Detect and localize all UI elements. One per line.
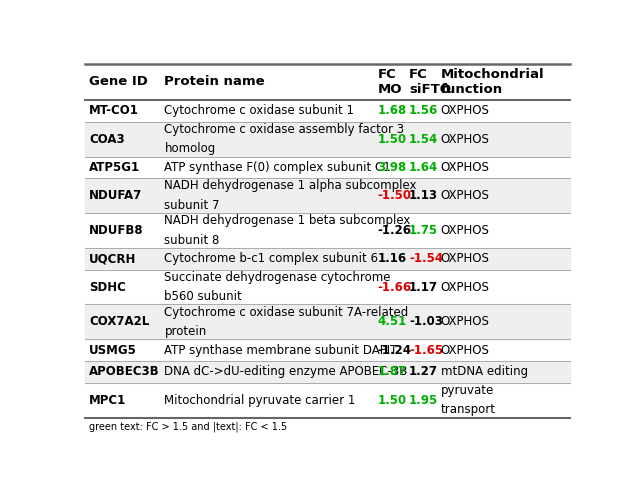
Bar bbox=[85, 361, 570, 383]
Text: 1.68: 1.68 bbox=[378, 104, 407, 117]
Text: OXPHOS: OXPHOS bbox=[441, 189, 490, 202]
Text: homolog: homolog bbox=[165, 142, 216, 156]
Text: -1.03: -1.03 bbox=[409, 315, 443, 328]
Text: DNA dC->dU-editing enzyme APOBEC-3B: DNA dC->dU-editing enzyme APOBEC-3B bbox=[165, 366, 408, 378]
Text: UQCRH: UQCRH bbox=[89, 252, 137, 265]
Text: 1.64: 1.64 bbox=[409, 161, 438, 174]
Text: OXPHOS: OXPHOS bbox=[441, 161, 490, 174]
Text: FC
siFTO: FC siFTO bbox=[409, 68, 451, 96]
Text: Succinate dehydrogenase cytochrome: Succinate dehydrogenase cytochrome bbox=[165, 271, 391, 284]
Text: transport: transport bbox=[441, 403, 495, 416]
Text: -1.65: -1.65 bbox=[409, 344, 443, 356]
Bar bbox=[85, 178, 570, 213]
Text: USMG5: USMG5 bbox=[89, 344, 137, 356]
Text: -1.66: -1.66 bbox=[378, 281, 411, 294]
Text: Cytochrome c oxidase subunit 1: Cytochrome c oxidase subunit 1 bbox=[165, 104, 354, 117]
Text: 1.54: 1.54 bbox=[409, 133, 438, 146]
Bar bbox=[85, 304, 570, 339]
Text: 1.50: 1.50 bbox=[378, 133, 407, 146]
Text: 1.75: 1.75 bbox=[409, 224, 438, 237]
Text: APOBEC3B: APOBEC3B bbox=[89, 366, 160, 378]
Text: COA3: COA3 bbox=[89, 133, 125, 146]
Text: Cytochrome c oxidase subunit 7A-related: Cytochrome c oxidase subunit 7A-related bbox=[165, 306, 409, 319]
Text: 1.50: 1.50 bbox=[378, 394, 407, 407]
Text: NDUFB8: NDUFB8 bbox=[89, 224, 144, 237]
Text: 1.56: 1.56 bbox=[409, 104, 438, 117]
Text: OXPHOS: OXPHOS bbox=[441, 133, 490, 146]
Text: 1.17: 1.17 bbox=[409, 281, 438, 294]
Text: OXPHOS: OXPHOS bbox=[441, 281, 490, 294]
Text: OXPHOS: OXPHOS bbox=[441, 315, 490, 328]
Text: protein: protein bbox=[165, 325, 207, 338]
Text: OXPHOS: OXPHOS bbox=[441, 224, 490, 237]
Text: MT-CO1: MT-CO1 bbox=[89, 104, 139, 117]
Text: NDUFA7: NDUFA7 bbox=[89, 189, 142, 202]
Text: mtDNA editing: mtDNA editing bbox=[441, 366, 528, 378]
Text: 1.13: 1.13 bbox=[409, 189, 438, 202]
Text: Cytochrome c oxidase assembly factor 3: Cytochrome c oxidase assembly factor 3 bbox=[165, 123, 404, 136]
Text: FC
MO: FC MO bbox=[378, 68, 402, 96]
Text: Cytochrome b-c1 complex subunit 6: Cytochrome b-c1 complex subunit 6 bbox=[165, 252, 378, 265]
Text: OXPHOS: OXPHOS bbox=[441, 104, 490, 117]
Text: NADH dehydrogenase 1 alpha subcomplex: NADH dehydrogenase 1 alpha subcomplex bbox=[165, 180, 417, 192]
Bar bbox=[85, 248, 570, 270]
Text: COX7A2L: COX7A2L bbox=[89, 315, 149, 328]
Text: green text: FC > 1.5 and |text|: FC < 1.5: green text: FC > 1.5 and |text|: FC < 1.… bbox=[89, 421, 287, 432]
Text: Mitochondrial pyruvate carrier 1: Mitochondrial pyruvate carrier 1 bbox=[165, 394, 356, 407]
Text: MPC1: MPC1 bbox=[89, 394, 127, 407]
Text: b560 subunit: b560 subunit bbox=[165, 290, 242, 303]
Text: 1.87: 1.87 bbox=[378, 366, 407, 378]
Bar bbox=[85, 122, 570, 156]
Text: pyruvate: pyruvate bbox=[441, 384, 494, 397]
Text: Gene ID: Gene ID bbox=[89, 75, 148, 88]
Text: subunit 8: subunit 8 bbox=[165, 234, 220, 247]
Text: -1.50: -1.50 bbox=[378, 189, 411, 202]
Text: ATP synthase F(0) complex subunit C1: ATP synthase F(0) complex subunit C1 bbox=[165, 161, 391, 174]
Text: -1.54: -1.54 bbox=[409, 252, 443, 265]
Text: subunit 7: subunit 7 bbox=[165, 199, 220, 212]
Text: OXPHOS: OXPHOS bbox=[441, 344, 490, 356]
Text: ATP5G1: ATP5G1 bbox=[89, 161, 141, 174]
Text: 4.51: 4.51 bbox=[378, 315, 407, 328]
Text: -1.24: -1.24 bbox=[378, 344, 411, 356]
Text: 1.95: 1.95 bbox=[409, 394, 438, 407]
Text: 1.27: 1.27 bbox=[409, 366, 438, 378]
Text: 1.16: 1.16 bbox=[378, 252, 407, 265]
Text: 3.98: 3.98 bbox=[378, 161, 407, 174]
Text: NADH dehydrogenase 1 beta subcomplex: NADH dehydrogenase 1 beta subcomplex bbox=[165, 214, 411, 227]
Text: -1.26: -1.26 bbox=[378, 224, 411, 237]
Text: Protein name: Protein name bbox=[165, 75, 265, 88]
Text: ATP synthase membrane subunit DAPIT: ATP synthase membrane subunit DAPIT bbox=[165, 344, 398, 356]
Text: OXPHOS: OXPHOS bbox=[441, 252, 490, 265]
Text: Mitochondrial
function: Mitochondrial function bbox=[441, 68, 544, 96]
Text: SDHC: SDHC bbox=[89, 281, 126, 294]
